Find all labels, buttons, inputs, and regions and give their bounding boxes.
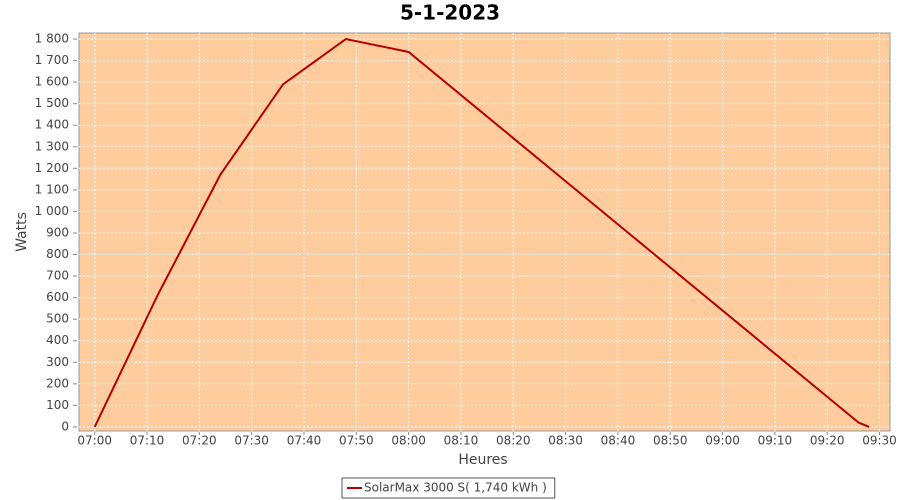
x-tick-label: 08:00 [391,434,426,448]
x-tick-label: 07:30 [234,434,269,448]
y-tick-label: 600 [46,290,69,304]
y-tick-label: 1 300 [35,139,69,153]
y-tick-label: 300 [46,355,69,369]
x-tick-label: 07:00 [77,434,112,448]
x-axis-title: Heures [458,452,507,468]
x-tick-label: 09:20 [810,434,845,448]
y-tick-label: 500 [46,312,69,326]
x-tick-label: 09:10 [758,434,793,448]
x-tick-label: 08:40 [601,434,636,448]
plot-background [78,32,891,432]
y-tick-label: 200 [46,376,69,390]
x-tick-label: 07:20 [182,434,217,448]
x-tick-label: 07:40 [287,434,322,448]
series-line [93,37,870,428]
y-tick-label: 400 [46,333,69,347]
y-axis-title: Watts [14,212,30,252]
y-tick-label: 0 [61,419,69,433]
y-tick-label: 1 100 [35,182,69,196]
legend-label: SolarMax 3000 S( 1,740 kWh ) [364,481,547,495]
y-tick-label: 900 [46,225,69,239]
y-tick-label: 1 400 [35,118,69,132]
legend-box [341,477,556,499]
y-tick-label: 700 [46,269,69,283]
y-tick-label: 1 600 [35,75,69,89]
y-tick-label: 1 700 [35,53,69,67]
x-tick-label: 08:10 [444,434,479,448]
chart-title: 5-1-2023 [400,1,500,25]
y-tick-label: 1 000 [35,204,69,218]
y-tick-label: 1 500 [35,96,69,110]
x-tick-label: 08:50 [653,434,688,448]
y-tick-label: 1 200 [35,161,69,175]
x-tick-label: 07:50 [339,434,374,448]
x-tick-label: 07:10 [130,434,165,448]
y-tick-label: 100 [46,398,69,412]
legend: SolarMax 3000 S( 1,740 kWh ) [341,477,556,499]
x-tick-label: 08:30 [548,434,583,448]
y-tick-label: 800 [46,247,69,261]
x-tick-label: 09:00 [705,434,740,448]
y-tick-label: 1 800 [35,32,69,46]
x-tick-label: 09:30 [862,434,897,448]
x-tick-label: 08:20 [496,434,531,448]
